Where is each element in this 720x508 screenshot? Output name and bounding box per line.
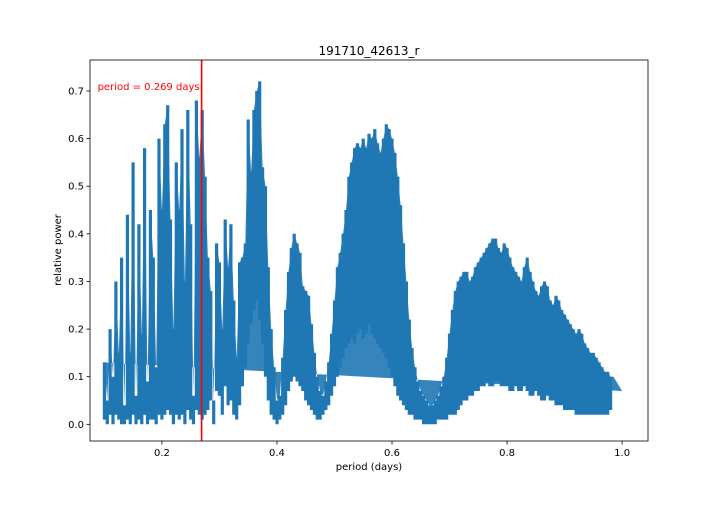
y-axis-label: relative power xyxy=(53,213,64,286)
y-tick-label: 0.1 xyxy=(68,372,84,383)
y-tick-label: 0.7 xyxy=(68,86,84,97)
y-tick-label: 0.0 xyxy=(68,420,84,431)
x-axis-label: period (days) xyxy=(336,462,403,473)
axes-frame xyxy=(89,59,649,442)
x-axis: 0.2 0.4 0.6 0.8 1.0 xyxy=(154,441,630,459)
x-tick-label: 1.0 xyxy=(614,448,630,459)
y-tick-label: 0.5 xyxy=(68,182,84,193)
x-tick-label: 0.8 xyxy=(499,448,515,459)
x-tick-label: 0.2 xyxy=(154,448,170,459)
plot-area: period = 0.269 days xyxy=(98,60,623,441)
y-tick-label: 0.3 xyxy=(68,277,84,288)
x-tick-label: 0.6 xyxy=(384,448,400,459)
x-tick-label: 0.4 xyxy=(269,448,285,459)
y-tick-label: 0.6 xyxy=(68,134,84,145)
y-axis: 0.0 0.1 0.2 0.3 0.4 0.5 0.6 0.7 xyxy=(68,86,90,431)
chart-title: 191710_42613_r xyxy=(319,44,420,58)
y-tick-label: 0.2 xyxy=(68,325,84,336)
series-area-0 xyxy=(104,81,623,406)
period-annotation: period = 0.269 days xyxy=(98,82,200,93)
y-tick-label: 0.4 xyxy=(68,229,84,240)
